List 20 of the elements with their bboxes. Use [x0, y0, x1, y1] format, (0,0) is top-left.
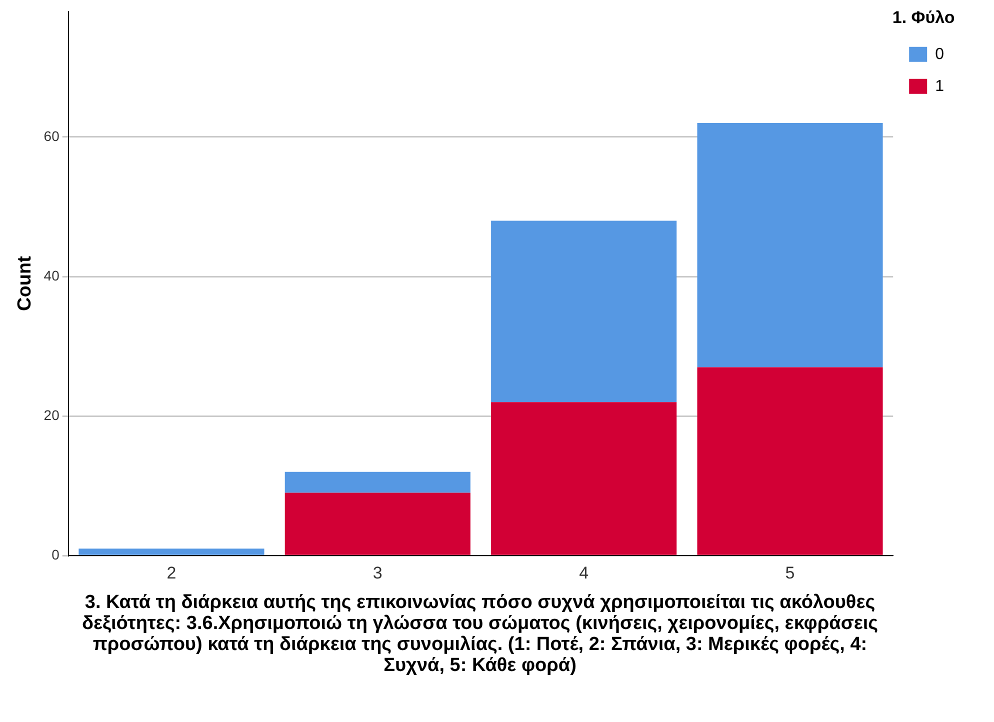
legend-label: 1 [935, 78, 944, 95]
legend-title: 1. Φύλο [892, 8, 955, 28]
bar [78, 548, 264, 555]
x-tick-label: 3 [372, 563, 382, 582]
legend-label: 0 [935, 46, 944, 63]
bar [284, 492, 470, 555]
y-axis-title: Count [14, 255, 36, 311]
bar [697, 367, 883, 555]
y-tick-label: 60 [44, 128, 60, 144]
y-tick-label: 40 [44, 267, 60, 284]
x-tick-label: 2 [166, 563, 176, 582]
bar [491, 402, 677, 555]
y-tick-label: 0 [52, 546, 60, 562]
x-axis-title: 3. Κατά τη διάρκεια αυτής της επικοινωνίας πόσο συχνά χρησιμοποιείται τις ακόλουθες δεξιότητες: 3.6.Χρησιμοποιώ τη γλώσσα του σώματος (κινήσεις, χειρονομίες, εκφράσεις προσώπου) κατά τη διάρκεια της συνομιλίας. (1: Ποτέ, 2: Σπάνια, 3: Μερικές φορές, 4: Συχνά, 5: Κάθε φορά) [80, 592, 879, 676]
bar [697, 123, 883, 368]
bar [284, 472, 470, 493]
bar [491, 220, 677, 402]
x-tick-label: 4 [579, 563, 589, 582]
y-tick-label: 20 [44, 406, 60, 423]
x-tick-label: 5 [785, 563, 795, 582]
